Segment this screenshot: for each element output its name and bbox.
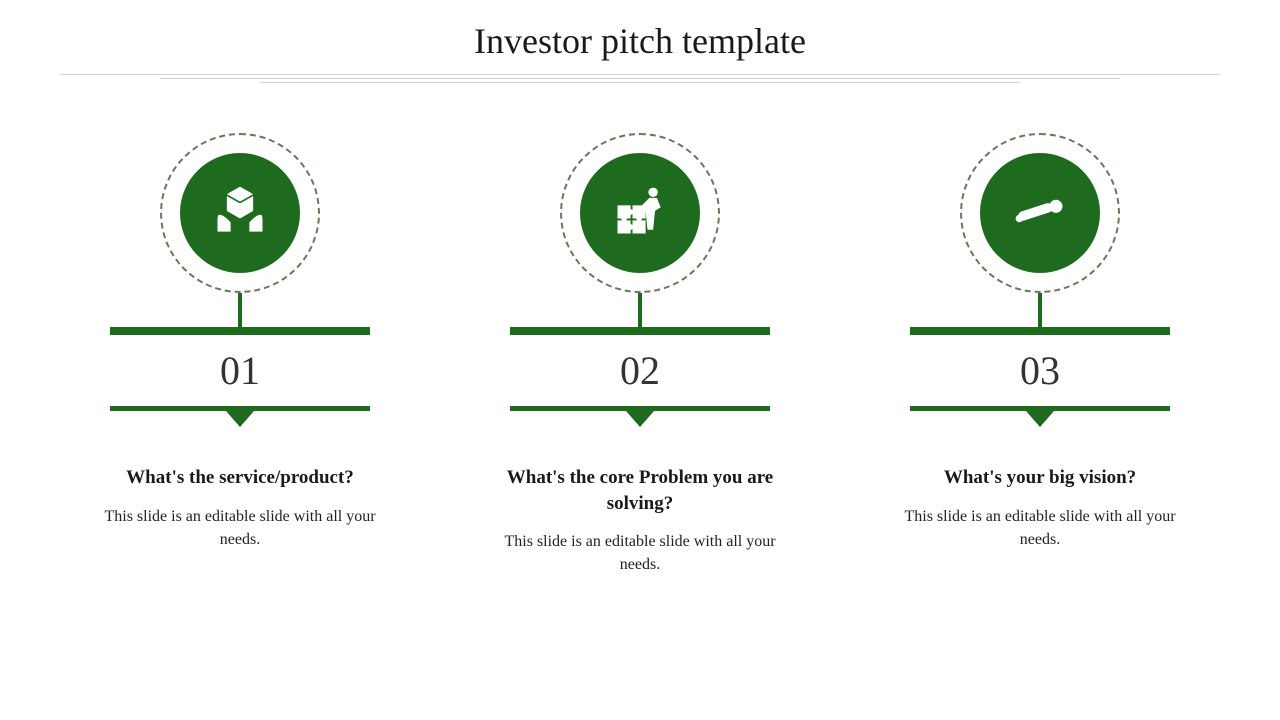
columns-container: 01 What's the service/product? This slid… bbox=[60, 133, 1220, 577]
icon-outer-circle bbox=[160, 133, 320, 293]
column-description: This slide is an editable slide with all… bbox=[90, 505, 390, 551]
arrow-down-icon bbox=[626, 411, 654, 427]
column-1: 01 What's the service/product? This slid… bbox=[60, 133, 420, 577]
page-title: Investor pitch template bbox=[60, 20, 1220, 62]
bar-top bbox=[110, 327, 370, 335]
icon-outer-circle bbox=[560, 133, 720, 293]
column-description: This slide is an editable slide with all… bbox=[890, 505, 1190, 551]
column-description: This slide is an editable slide with all… bbox=[490, 530, 790, 576]
bar-top bbox=[910, 327, 1170, 335]
icon-inner-circle bbox=[180, 153, 300, 273]
arrow-down-icon bbox=[226, 411, 254, 427]
column-number: 02 bbox=[620, 335, 660, 406]
connector-stem bbox=[238, 293, 242, 327]
column-subtitle: What's the service/product? bbox=[126, 465, 354, 491]
puzzle-person-icon bbox=[610, 181, 670, 246]
connector-stem bbox=[638, 293, 642, 327]
slide: Investor pitch template bbox=[0, 0, 1280, 720]
title-underline bbox=[60, 74, 1220, 83]
column-3: 03 What's your big vision? This slide is… bbox=[860, 133, 1220, 577]
column-number: 01 bbox=[220, 335, 260, 406]
hands-box-icon bbox=[210, 181, 270, 246]
icon-inner-circle bbox=[580, 153, 700, 273]
column-2: 02 What's the core Problem you are solvi… bbox=[460, 133, 820, 577]
connector-stem bbox=[1038, 293, 1042, 327]
icon-inner-circle bbox=[980, 153, 1100, 273]
column-subtitle: What's your big vision? bbox=[944, 465, 1136, 491]
arrow-down-icon bbox=[1026, 411, 1054, 427]
column-number: 03 bbox=[1020, 335, 1060, 406]
bar-bottom-wrap bbox=[510, 406, 770, 427]
bar-bottom-wrap bbox=[910, 406, 1170, 427]
column-subtitle: What's the core Problem you are solving? bbox=[500, 465, 780, 516]
telescope-icon bbox=[1010, 181, 1070, 246]
icon-outer-circle bbox=[960, 133, 1120, 293]
bar-bottom-wrap bbox=[110, 406, 370, 427]
bar-top bbox=[510, 327, 770, 335]
